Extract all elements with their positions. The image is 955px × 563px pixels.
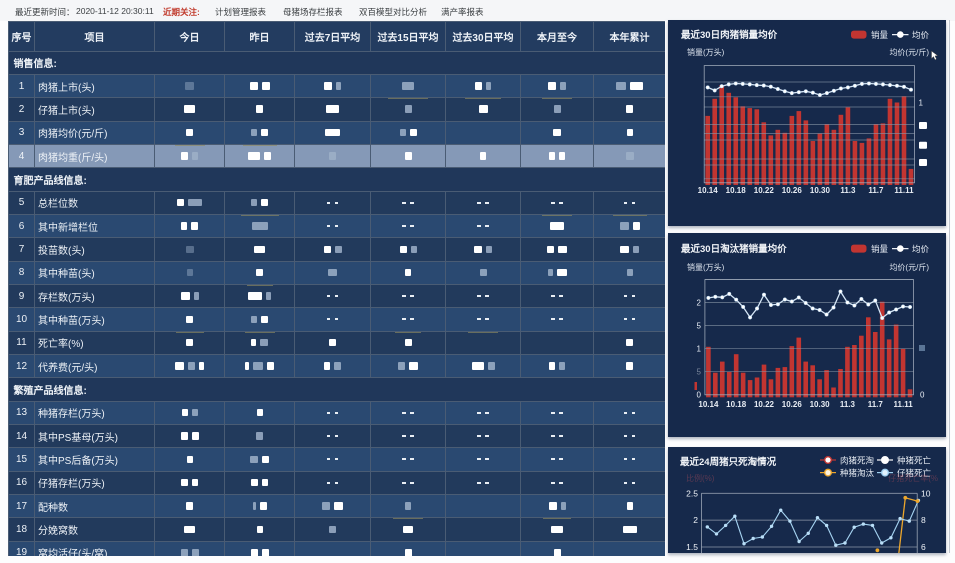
svg-text:种猪死亡: 种猪死亡 [897,456,932,466]
svg-text:均价: 均价 [912,30,930,40]
svg-text:销量(万头): 销量(万头) [687,47,725,57]
svg-text:11.7: 11.7 [868,186,884,195]
svg-text:仔猪死亡: 仔猪死亡 [897,468,932,478]
svg-text:10.14: 10.14 [698,400,719,409]
svg-text:11.11: 11.11 [894,400,914,409]
svg-text:10.30: 10.30 [810,400,831,409]
svg-text:均价(元/斤): 均价(元/斤) [889,262,929,272]
svg-text:1: 1 [697,345,702,354]
svg-text:肉猪死淘: 肉猪死淘 [840,456,874,466]
svg-text:10.22: 10.22 [754,186,775,195]
svg-text:最近24周猪只死淘情况: 最近24周猪只死淘情况 [680,456,777,468]
svg-text:11.3: 11.3 [840,186,856,195]
svg-text:10.26: 10.26 [782,400,803,409]
svg-text:11.7: 11.7 [868,400,884,409]
svg-text:均价(元/斤): 均价(元/斤) [889,47,929,57]
svg-text:销量(万头): 销量(万头) [687,262,725,272]
svg-text:1.5: 1.5 [686,542,698,552]
svg-text:10: 10 [921,488,931,498]
svg-text:最近30日肉猪销量均价: 最近30日肉猪销量均价 [681,29,778,41]
svg-text:1: 1 [919,98,924,107]
svg-text:销量: 销量 [871,244,889,254]
svg-text:11.3: 11.3 [840,400,856,409]
svg-text:10.14: 10.14 [698,186,719,195]
svg-text:2: 2 [697,298,702,307]
svg-text:10.18: 10.18 [726,400,747,409]
svg-text:比例(%): 比例(%) [686,473,715,483]
svg-text:10.22: 10.22 [754,400,775,409]
svg-text:仔猪死亡率(%: 仔猪死亡率(% [888,473,938,483]
svg-text:5: 5 [697,368,702,377]
svg-text:10.18: 10.18 [726,186,747,195]
svg-text:2.5: 2.5 [686,488,698,498]
svg-text:5: 5 [697,321,702,330]
svg-text:均价: 均价 [912,244,930,254]
svg-text:10.30: 10.30 [810,186,831,195]
svg-text:8: 8 [921,515,926,525]
svg-text:11.11: 11.11 [894,186,914,195]
svg-text:销量: 销量 [871,30,889,40]
svg-text:0: 0 [920,391,925,400]
svg-text:2: 2 [693,515,698,525]
svg-text:10.26: 10.26 [782,186,803,195]
svg-text:最近30日淘汰猪销量均价: 最近30日淘汰猪销量均价 [681,243,787,255]
svg-text:种猪淘汰: 种猪淘汰 [840,468,875,478]
svg-text:0: 0 [697,391,702,400]
svg-text:6: 6 [921,542,926,552]
